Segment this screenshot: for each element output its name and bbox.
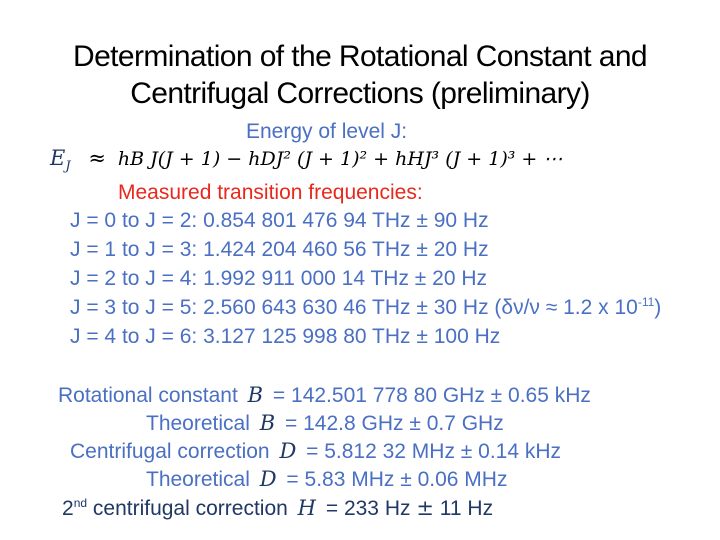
ordinal-number: 2 bbox=[62, 497, 74, 520]
theoretical-D-value: = 5.83 MHz ± 0.06 MHz bbox=[286, 468, 508, 491]
second-centrifugal-label: centrifugal correction bbox=[92, 497, 288, 520]
theoretical-B-line: Theoretical B = 142.8 GHz ± 0.7 GHz bbox=[146, 411, 504, 436]
energy-equation: EJ ≈ hB J(J + 1) − hDJ² (J + 1)² + hHJ³ … bbox=[50, 146, 562, 174]
rotational-constant-line: Rotational constant B = 142.501 778 80 G… bbox=[58, 383, 591, 408]
transition-row: J = 2 to J = 4: 1.992 911 000 14 THz ± 2… bbox=[70, 267, 488, 290]
transition-row: J = 1 to J = 3: 1.424 204 460 56 THz ± 2… bbox=[70, 238, 489, 261]
theoretical-D-line: Theoretical D = 5.83 MHz ± 0.06 MHz bbox=[146, 467, 507, 492]
plus-minus-symbol: ± bbox=[416, 496, 434, 520]
rotational-constant-value: = 142.501 778 80 GHz ± 0.65 kHz bbox=[272, 384, 591, 407]
energy-expression: hB J(J + 1) − hDJ² (J + 1)² + hHJ³ (J + … bbox=[117, 148, 563, 170]
ordinal-suffix: nd bbox=[73, 496, 88, 510]
B-symbol: B bbox=[247, 383, 264, 407]
centrifugal-correction-line: Centrifugal correction D = 5.812 32 MHz … bbox=[70, 439, 561, 464]
page-title: Determination of the Rotational Constant… bbox=[0, 38, 720, 112]
theoretical-B-label: Theoretical bbox=[146, 412, 250, 435]
transition-row-exponent: -11 bbox=[637, 295, 655, 309]
D-symbol: D bbox=[279, 439, 297, 463]
title-line-2: Centrifugal Corrections (preliminary) bbox=[130, 77, 590, 110]
transition-row-text: J = 3 to J = 5: 2.560 643 630 46 THz ± 3… bbox=[70, 296, 638, 319]
approx-symbol: ≈ bbox=[88, 146, 107, 170]
energy-heading: Energy of level J: bbox=[246, 120, 408, 143]
second-centrifugal-correction-line: 2nd centrifugal correction H = 233 Hz ± … bbox=[62, 496, 493, 521]
title-line-1: Determination of the Rotational Constant… bbox=[73, 40, 648, 73]
second-centrifugal-uncertainty: 11 Hz bbox=[439, 497, 494, 520]
B-symbol: B bbox=[259, 411, 276, 435]
centrifugal-correction-value: = 5.812 32 MHz ± 0.14 kHz bbox=[306, 440, 562, 463]
transition-row: J = 3 to J = 5: 2.560 643 630 46 THz ± 3… bbox=[70, 296, 661, 320]
transition-row: J = 0 to J = 2: 0.854 801 476 94 THz ± 9… bbox=[70, 209, 489, 232]
transitions-heading: Measured transition frequencies: bbox=[118, 181, 423, 204]
transition-row: J = 4 to J = 6: 3.127 125 998 80 THz ± 1… bbox=[70, 325, 501, 348]
theoretical-D-label: Theoretical bbox=[146, 468, 250, 491]
theoretical-B-value: = 142.8 GHz ± 0.7 GHz bbox=[285, 412, 504, 435]
D-symbol: D bbox=[259, 467, 277, 491]
second-centrifugal-value: = 233 Hz bbox=[325, 497, 411, 520]
H-symbol: H bbox=[297, 496, 316, 520]
energy-lhs-subscript: J bbox=[65, 159, 71, 175]
rotational-constant-label: Rotational constant bbox=[58, 384, 238, 407]
centrifugal-correction-label: Centrifugal correction bbox=[70, 440, 270, 463]
energy-lhs: E bbox=[50, 146, 66, 170]
transition-row-tail: ) bbox=[654, 296, 662, 319]
